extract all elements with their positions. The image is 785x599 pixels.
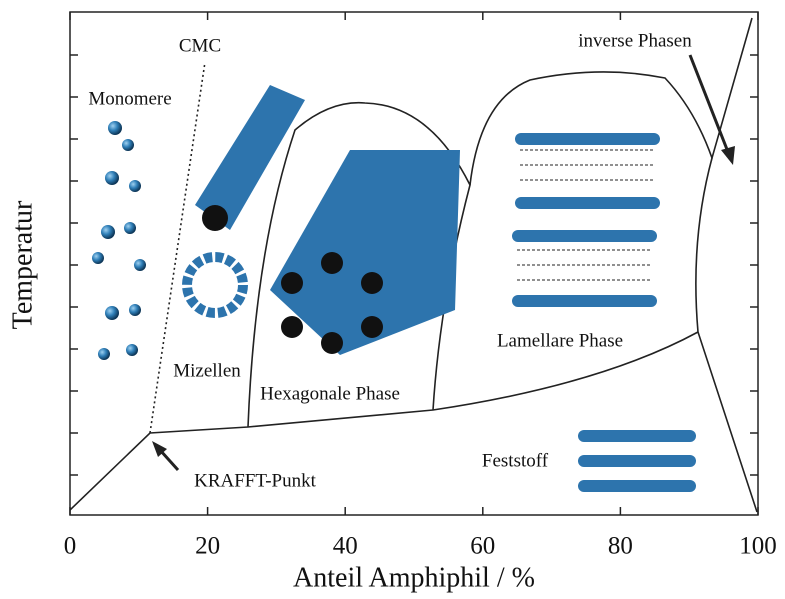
annotation: Lamellare Phase bbox=[497, 330, 623, 351]
annotation: KRAFFT-Punkt bbox=[194, 470, 317, 491]
x-tick-label: 60 bbox=[470, 533, 495, 560]
tails bbox=[517, 150, 655, 280]
x-tick-label: 20 bbox=[195, 533, 220, 560]
y-axis-title: Temperatur bbox=[7, 200, 38, 329]
chart: CMC Monomere inverse Phasen Mizellen Hex… bbox=[0, 0, 785, 599]
x-axis-title: Anteil Amphiphil / % bbox=[293, 562, 535, 593]
x-tick-label: 80 bbox=[608, 533, 633, 560]
annotation: Hexagonale Phase bbox=[260, 383, 400, 404]
annotation: Feststoff bbox=[482, 450, 549, 471]
annotation: Monomere bbox=[88, 88, 171, 109]
annotation: Mizellen bbox=[173, 360, 241, 381]
x-tick-label: 40 bbox=[333, 533, 358, 560]
x-tick-label: 0 bbox=[64, 533, 77, 560]
annotation: inverse Phasen bbox=[578, 30, 692, 51]
annotation: CMC bbox=[179, 35, 221, 56]
x-tick-label: 100 bbox=[739, 533, 777, 560]
